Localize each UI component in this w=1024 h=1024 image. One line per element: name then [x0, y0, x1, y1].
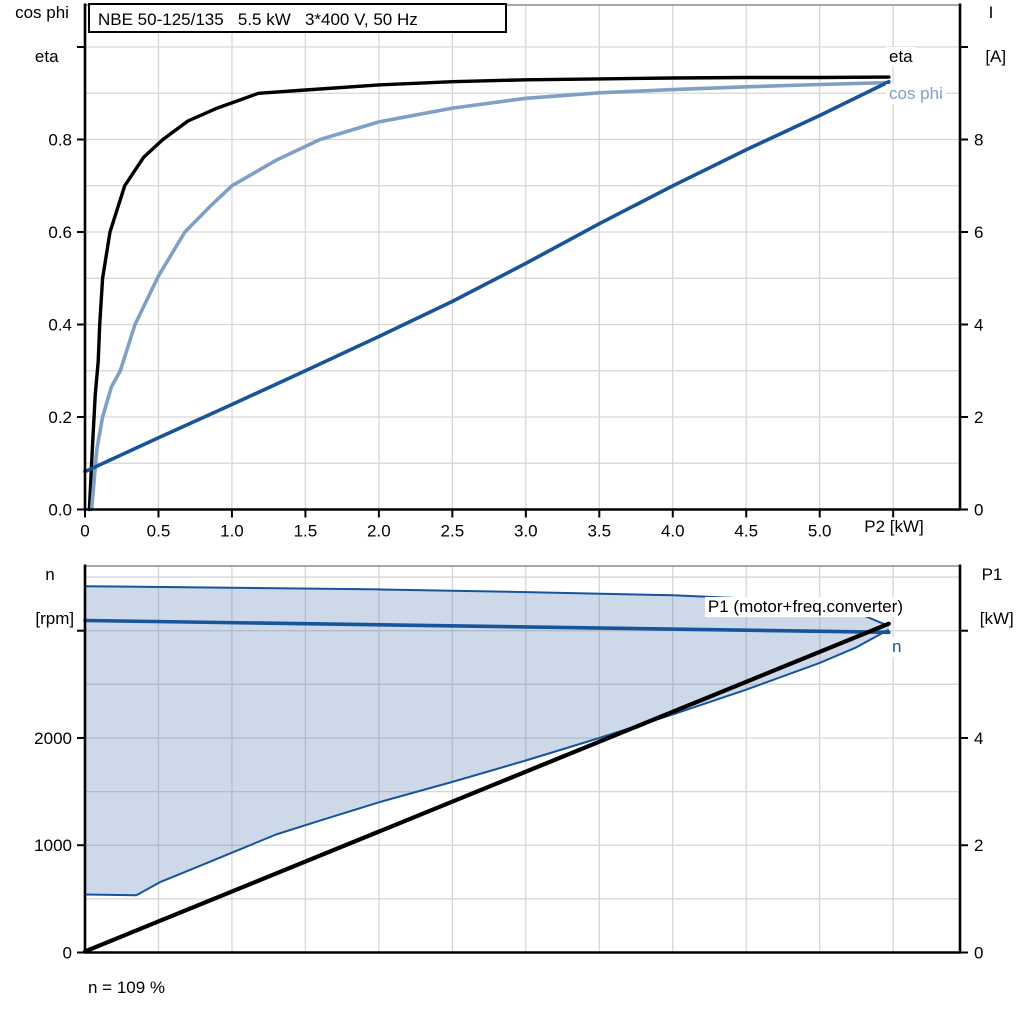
svg-text:0.8: 0.8 [48, 131, 72, 150]
n-curve-label: n [889, 637, 905, 657]
svg-text:0.6: 0.6 [48, 223, 72, 242]
top-chart-x-axis-title: P2 [kW] [864, 517, 924, 536]
svg-text:0.2: 0.2 [48, 408, 72, 427]
svg-text:2.5: 2.5 [441, 522, 465, 541]
svg-text:2: 2 [974, 836, 983, 855]
left-axis-line-rpm: [rpm] [35, 609, 75, 628]
left-axis-line-eta: eta [34, 47, 59, 66]
svg-text:0: 0 [63, 944, 72, 963]
svg-text:2000: 2000 [34, 729, 72, 748]
svg-text:0.5: 0.5 [147, 522, 171, 541]
svg-text:4.0: 4.0 [661, 522, 685, 541]
svg-text:2: 2 [974, 408, 983, 427]
p1-curve-label: P1 (motor+freq.converter) [704, 597, 906, 617]
svg-text:8: 8 [974, 131, 983, 150]
right-axis-line-p1: P1 [981, 565, 1003, 584]
svg-text:0.4: 0.4 [48, 316, 72, 335]
right-axis-line-i: I [988, 3, 994, 22]
right-axis-line-kw: [kW] [979, 609, 1014, 628]
svg-text:0: 0 [974, 944, 983, 963]
svg-text:3.0: 3.0 [514, 522, 538, 541]
svg-text:0: 0 [80, 522, 89, 541]
svg-text:3.5: 3.5 [587, 522, 611, 541]
left-axis-line-cosphi: cos phi [15, 3, 69, 22]
svg-text:6: 6 [974, 223, 983, 242]
svg-text:2.0: 2.0 [367, 522, 391, 541]
pump-title-box: NBE 50-125/135 5.5 kW 3*400 V, 50 Hz [88, 3, 507, 33]
speed-percentage-note: n = 109 % [88, 978, 166, 997]
svg-text:1.0: 1.0 [220, 522, 244, 541]
top-chart-left-axis-title: cos phi eta [4, 2, 80, 68]
top-chart-right-axis-title: I [A] [960, 2, 1022, 68]
eta-curve-label: eta [886, 47, 916, 67]
cosphi-curve-label: cos phi [886, 84, 946, 104]
svg-text:4: 4 [974, 316, 983, 335]
svg-text:0.0: 0.0 [48, 501, 72, 520]
right-axis-line-a: [A] [985, 47, 1007, 66]
svg-text:0: 0 [974, 501, 983, 520]
bottom-chart-right-axis-title: P1 [kW] [961, 564, 1023, 630]
svg-text:4.5: 4.5 [734, 522, 758, 541]
svg-text:4: 4 [974, 729, 983, 748]
svg-text:1000: 1000 [34, 836, 72, 855]
bottom-chart-left-axis-title: n [rpm] [18, 564, 82, 630]
left-axis-line-n: n [45, 565, 55, 584]
svg-text:1.5: 1.5 [294, 522, 318, 541]
svg-text:5.0: 5.0 [808, 522, 832, 541]
